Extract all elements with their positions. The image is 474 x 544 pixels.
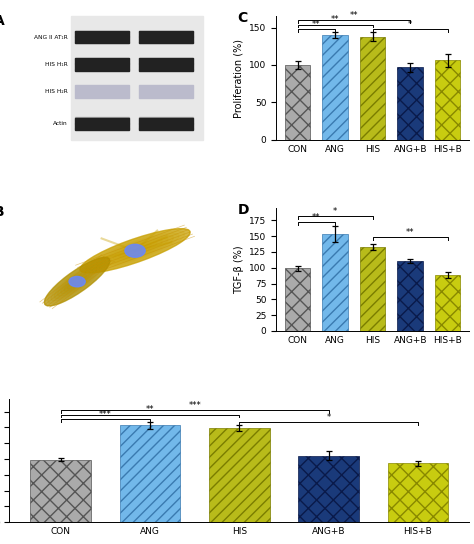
Bar xyxy=(360,36,385,140)
Bar xyxy=(139,69,193,70)
Bar xyxy=(388,463,448,522)
Ellipse shape xyxy=(80,228,190,273)
Bar xyxy=(139,117,193,118)
Text: ***: *** xyxy=(99,410,112,419)
Bar xyxy=(75,42,129,43)
Bar xyxy=(75,85,129,98)
Bar xyxy=(285,268,310,331)
Ellipse shape xyxy=(108,240,163,262)
Text: HIS H₂R: HIS H₂R xyxy=(45,89,67,94)
Ellipse shape xyxy=(80,228,190,273)
Y-axis label: Proliferation (%): Proliferation (%) xyxy=(234,39,244,118)
Text: B: B xyxy=(0,205,5,219)
Text: *: * xyxy=(408,20,412,29)
Ellipse shape xyxy=(67,274,87,289)
Bar xyxy=(397,261,423,331)
Ellipse shape xyxy=(54,264,100,299)
Ellipse shape xyxy=(97,236,173,266)
Text: D: D xyxy=(237,203,249,217)
Ellipse shape xyxy=(113,242,157,259)
Ellipse shape xyxy=(48,260,107,304)
Bar xyxy=(298,456,359,522)
Ellipse shape xyxy=(45,257,110,306)
Ellipse shape xyxy=(125,244,145,257)
Bar xyxy=(139,128,193,129)
Ellipse shape xyxy=(45,257,110,306)
Ellipse shape xyxy=(85,231,184,271)
Ellipse shape xyxy=(91,233,179,269)
Bar xyxy=(322,234,348,331)
Bar xyxy=(139,42,193,43)
Bar xyxy=(397,67,423,140)
Text: C: C xyxy=(237,11,248,26)
Bar xyxy=(75,58,129,71)
Bar xyxy=(139,58,193,71)
Bar xyxy=(71,16,203,140)
Bar xyxy=(435,275,460,331)
Text: A: A xyxy=(0,14,5,28)
Ellipse shape xyxy=(69,276,85,287)
Text: **: ** xyxy=(312,213,320,222)
Bar xyxy=(139,31,193,32)
Bar xyxy=(75,128,129,129)
Ellipse shape xyxy=(61,269,93,294)
Ellipse shape xyxy=(51,262,103,301)
Ellipse shape xyxy=(57,267,97,296)
Bar xyxy=(139,118,193,130)
Y-axis label: TGF-β (%): TGF-β (%) xyxy=(234,245,244,294)
Bar xyxy=(120,425,181,522)
Ellipse shape xyxy=(64,272,90,292)
Text: **: ** xyxy=(331,15,339,24)
Text: **: ** xyxy=(146,405,155,415)
Text: *: * xyxy=(327,413,331,422)
Bar xyxy=(75,118,129,130)
Bar xyxy=(139,31,193,44)
Text: ***: *** xyxy=(188,401,201,410)
Bar xyxy=(75,117,129,118)
Ellipse shape xyxy=(102,238,168,264)
Bar xyxy=(209,428,270,522)
Bar xyxy=(139,36,193,38)
Bar xyxy=(285,65,310,140)
Bar xyxy=(75,69,129,70)
Text: ANG II AT₁R: ANG II AT₁R xyxy=(34,35,67,40)
Bar xyxy=(75,31,129,32)
Text: *: * xyxy=(333,207,337,216)
Bar xyxy=(435,60,460,140)
Bar xyxy=(322,35,348,140)
Bar xyxy=(75,36,129,38)
Bar xyxy=(75,58,129,59)
Bar xyxy=(139,58,193,59)
Bar xyxy=(75,31,129,44)
Bar xyxy=(360,247,385,331)
Text: **: ** xyxy=(406,228,414,237)
Bar xyxy=(139,85,193,98)
Text: **: ** xyxy=(350,11,358,20)
Bar xyxy=(30,460,91,522)
Ellipse shape xyxy=(118,244,152,257)
Text: **: ** xyxy=(312,20,320,29)
Text: HIS H₁R: HIS H₁R xyxy=(45,62,67,67)
Text: Actin: Actin xyxy=(53,121,67,126)
